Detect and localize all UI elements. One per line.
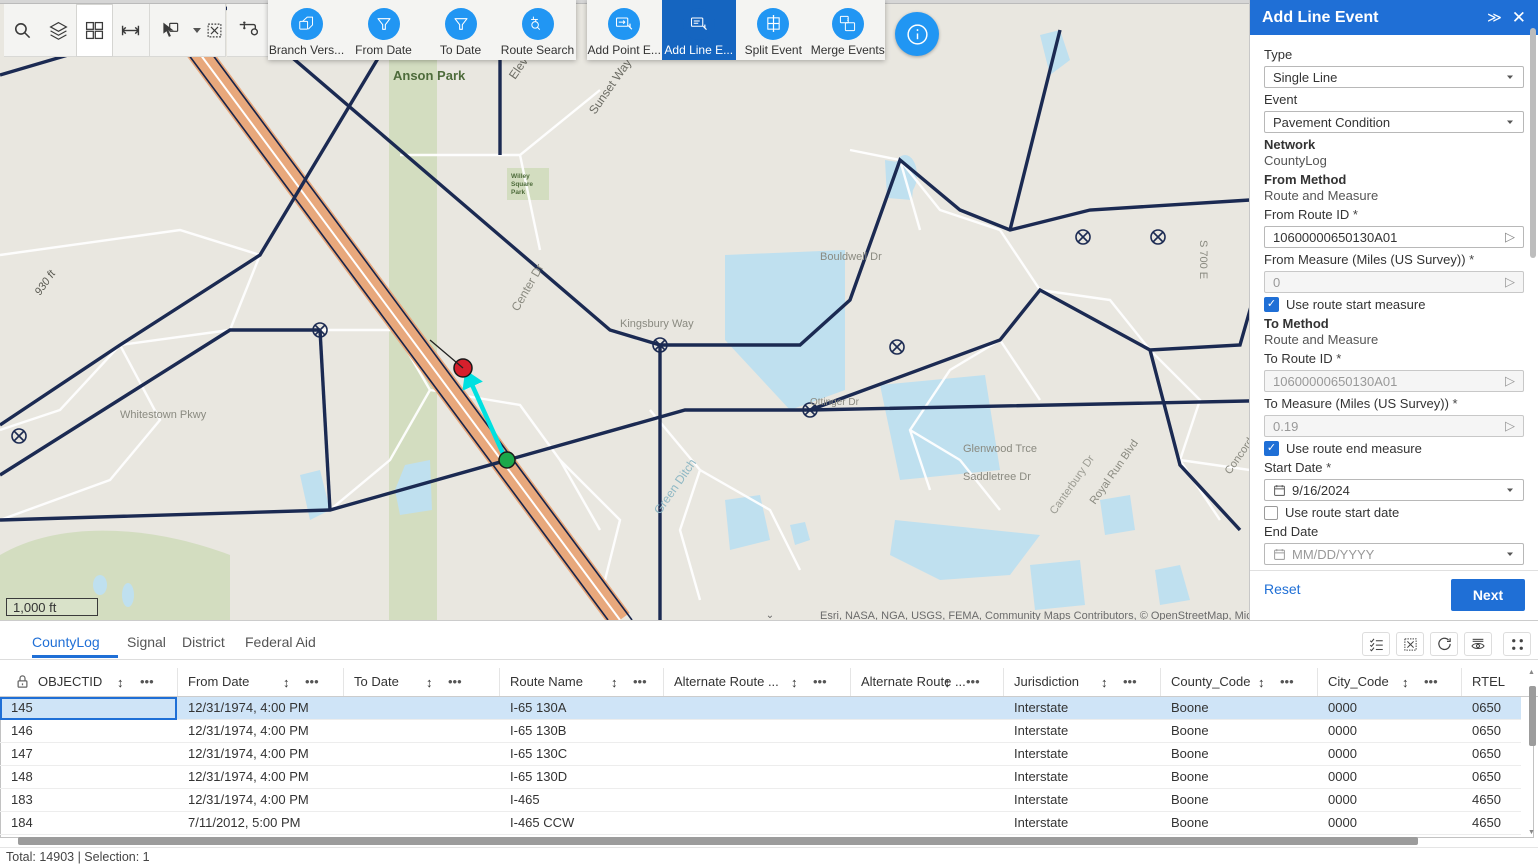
svg-text:Canterbury Dr: Canterbury Dr xyxy=(1048,453,1098,517)
svg-text:Anson Park: Anson Park xyxy=(393,68,466,83)
svg-text:S 700 E: S 700 E xyxy=(1197,240,1209,279)
svg-text:Center Dr: Center Dr xyxy=(508,261,546,313)
svg-text:Sunset Way: Sunset Way xyxy=(586,56,634,117)
svg-text:Ottinger Dr: Ottinger Dr xyxy=(810,397,860,408)
svg-text:Kingsbury Way: Kingsbury Way xyxy=(620,318,694,330)
svg-text:Glenwood Trce: Glenwood Trce xyxy=(963,443,1037,455)
svg-text:Park: Park xyxy=(511,189,525,196)
svg-text:Whitestown Pkwy: Whitestown Pkwy xyxy=(120,409,207,421)
svg-text:Bouldwell Dr: Bouldwell Dr xyxy=(820,251,882,263)
svg-text:Saddletree Dr: Saddletree Dr xyxy=(963,471,1031,483)
svg-text:Green Ditch: Green Ditch xyxy=(651,456,699,516)
svg-text:Royal Run Blvd: Royal Run Blvd xyxy=(1088,438,1141,507)
svg-text:930 ft: 930 ft xyxy=(33,268,59,298)
svg-text:Willey: Willey xyxy=(511,173,530,180)
svg-text:Square: Square xyxy=(511,181,533,188)
